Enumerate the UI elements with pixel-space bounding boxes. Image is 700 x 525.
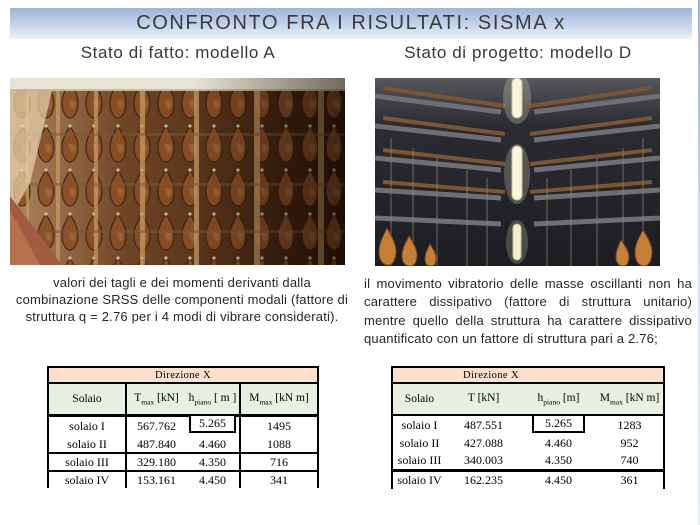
cell-solaio: solaio IV (48, 471, 127, 488)
left-column-heading: Stato di fatto: modello A (80, 43, 276, 62)
table-title-row: Direzione X (48, 367, 319, 383)
cell-t: 329.180 (126, 453, 186, 471)
cell-m: 1283 (596, 415, 665, 435)
col-header-t: Tmax [kN] (126, 383, 186, 416)
cell-m: 740 (596, 452, 665, 471)
cell-t: 340.003 (446, 452, 521, 471)
col-header-t: T [kN] (446, 383, 521, 415)
table-row: solaio III 340.003 4.350 740 (392, 452, 665, 471)
cell-h: 4.350 (521, 452, 596, 471)
cell-t: 487.551 (446, 415, 521, 435)
cell-solaio: solaio III (392, 452, 446, 471)
cell-solaio: solaio II (48, 436, 127, 453)
cell-t: 487.840 (126, 436, 186, 453)
cell-h: 4.460 (186, 436, 241, 453)
cell-m: 341 (240, 471, 319, 488)
cell-t: 162.235 (446, 470, 521, 489)
cell-solaio: solaio IV (392, 470, 446, 489)
table-row: solaio II 427.088 4.460 952 (392, 435, 665, 452)
col-header-m: Mmax [kN m] (596, 383, 665, 415)
table-row: solaio III 329.180 4.350 716 (48, 453, 319, 471)
left-paragraph: valori dei tagli e dei momenti derivanti… (15, 275, 349, 324)
slide-title: CONFRONTO FRA I RISULTATI: SISMA x (136, 12, 566, 34)
col-header-h: hpiano [m] (521, 383, 596, 415)
table-title: Direzione X (48, 367, 319, 383)
slide-right-edge-line (698, 0, 700, 525)
table-row: solaio IV 153.161 4.450 341 (48, 471, 319, 488)
cell-t: 427.088 (446, 435, 521, 452)
table-row: solaio I 487.551 5.265 1283 (392, 414, 665, 435)
col-header-m: Mmax [kN m] (240, 383, 319, 416)
cell-h: 5.265 (186, 414, 241, 436)
right-results-table: Direzione X Solaio T [kN] hpiano [m] Mma… (391, 366, 666, 489)
table-title-row: Direzione X (392, 367, 665, 383)
cell-h: 4.460 (521, 435, 596, 452)
cell-m: 361 (596, 470, 665, 489)
table-header-row: Solaio Tmax [kN] hpiano [ m ] Mmax [kN m… (48, 383, 319, 416)
col-header-solaio: Solaio (48, 383, 127, 416)
left-results-table: Direzione X Solaio Tmax [kN] hpiano [ m … (47, 366, 320, 488)
cell-t: 153.161 (126, 471, 186, 488)
right-column-heading: Stato di progetto: modello D (404, 43, 632, 62)
cell-m: 1495 (240, 415, 319, 436)
cell-h: 4.450 (186, 471, 241, 488)
right-paragraph: il movimento vibratorio delle masse osci… (364, 276, 692, 347)
table-header-row: Solaio T [kN] hpiano [m] Mmax [kN m] (392, 383, 665, 415)
cell-h: 5.265 (521, 414, 596, 435)
col-header-solaio: Solaio (392, 383, 446, 415)
cell-m: 952 (596, 435, 665, 452)
modern-plant-photo (375, 78, 660, 266)
title-banner: CONFRONTO FRA I RISULTATI: SISMA x (10, 8, 692, 39)
cell-solaio: solaio III (48, 453, 127, 471)
table-row: solaio I 567.762 5.265 1495 (48, 414, 319, 436)
cell-solaio: solaio I (392, 415, 446, 435)
cell-h: 4.350 (186, 453, 241, 471)
cell-m: 716 (240, 453, 319, 471)
cell-solaio: solaio II (392, 435, 446, 452)
cell-h: 4.450 (521, 470, 596, 489)
table-row: solaio IV 162.235 4.450 361 (392, 470, 665, 489)
cell-m: 1088 (240, 436, 319, 453)
table-row: solaio II 487.840 4.460 1088 (48, 436, 319, 453)
table-title: Direzione X (392, 367, 665, 383)
cell-solaio: solaio I (48, 415, 127, 436)
cell-t: 567.762 (126, 415, 186, 436)
col-header-h: hpiano [ m ] (186, 383, 241, 416)
boxed-value: 5.265 (189, 414, 236, 433)
boxed-value: 5.265 (532, 414, 585, 433)
ham-cellar-photo (10, 78, 345, 265)
